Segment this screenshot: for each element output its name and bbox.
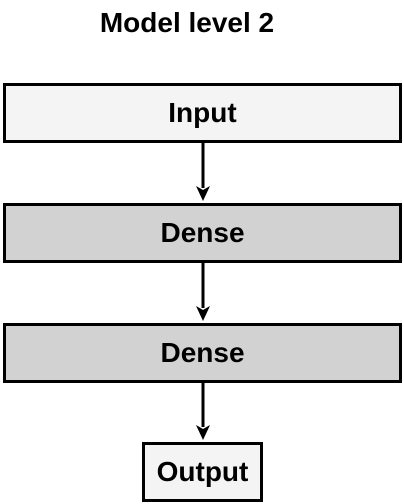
arrow-dense-1-to-dense-2 <box>196 263 210 321</box>
node-input-label: Input <box>168 97 237 128</box>
node-output-label: Output <box>156 456 249 487</box>
node-dense-1-label: Dense <box>160 217 245 248</box>
diagram-title: Model level 2 <box>99 7 275 38</box>
node-output: Output <box>142 442 263 502</box>
node-dense-2: Dense <box>3 323 402 383</box>
node-dense-1: Dense <box>3 203 402 263</box>
node-dense-2-label: Dense <box>160 337 245 368</box>
arrow-dense-2-to-output <box>196 383 210 440</box>
arrow-input-to-dense-1 <box>196 143 210 201</box>
node-input: Input <box>3 83 402 143</box>
